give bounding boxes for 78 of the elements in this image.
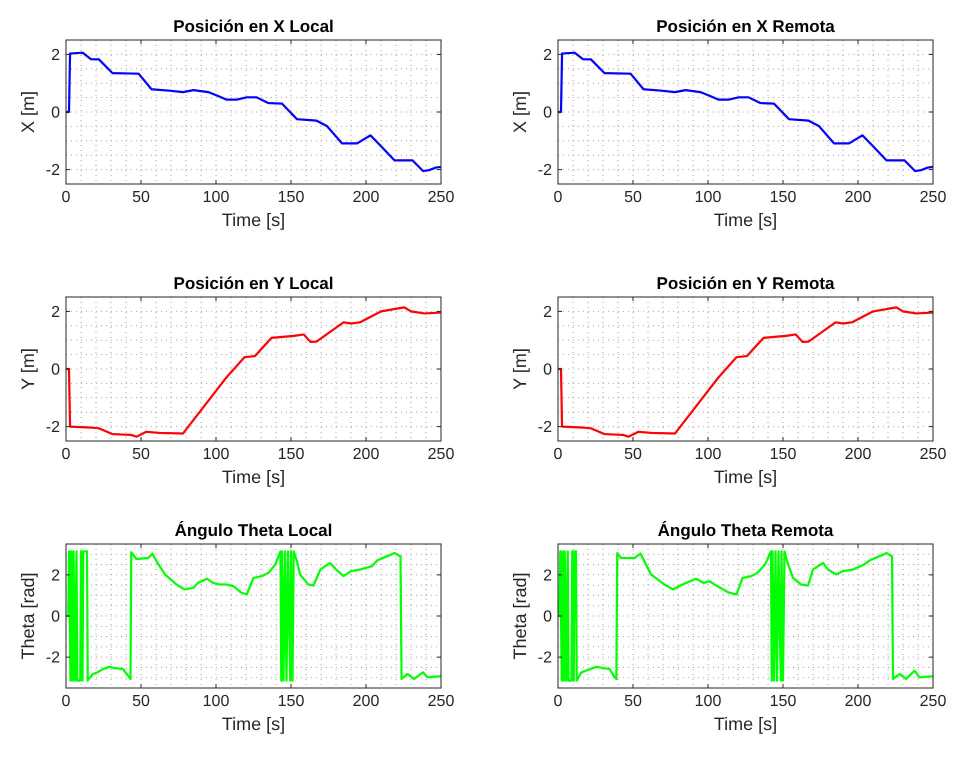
y-axis-title: X [m] [18, 90, 38, 134]
x-tick-label: 200 [844, 446, 872, 463]
y-tick-label: 2 [543, 46, 552, 64]
y-tick-label: 0 [51, 608, 60, 626]
y-axis-title: X [m] [510, 90, 530, 134]
y-axis-title: Y [m] [18, 348, 38, 390]
x-tick-label: 50 [624, 189, 642, 206]
y-tick-label: 2 [51, 304, 60, 321]
y-tick-label: -2 [46, 162, 60, 180]
y-tick-label: -2 [46, 419, 60, 436]
chart-title: Posición en Y Remota [656, 274, 836, 293]
x-tick-label: 0 [62, 189, 71, 206]
y-tick-label: -2 [46, 650, 60, 667]
x-axis-title: Time [s] [714, 467, 778, 487]
x-tick-label: 100 [202, 189, 230, 206]
line-series [558, 550, 933, 682]
y-tick-label: 2 [543, 304, 552, 321]
y-tick-label: 0 [543, 104, 552, 122]
chart-title: Ángulo Theta Local [174, 520, 332, 540]
line-series [66, 306, 441, 438]
line-series [558, 306, 933, 438]
x-tick-label: 150 [770, 693, 796, 710]
x-tick-label: 0 [554, 446, 563, 463]
x-tick-label: 0 [554, 189, 563, 206]
x-axis-title: Time [s] [714, 714, 778, 734]
y-tick-label: 2 [51, 46, 60, 64]
x-tick-label: 150 [278, 446, 304, 463]
x-axis-title: Time [s] [222, 467, 286, 487]
y-tick-label: 0 [51, 104, 60, 122]
x-tick-label: 50 [624, 693, 642, 710]
chart-title: Ángulo Theta Remota [658, 520, 834, 540]
y-tick-label: -2 [538, 650, 552, 667]
x-tick-label: 50 [132, 446, 150, 463]
x-tick-label: 100 [694, 189, 722, 206]
x-tick-label: 250 [428, 693, 454, 710]
x-tick-label: 100 [202, 446, 230, 463]
x-tick-label: 50 [624, 446, 642, 463]
x-tick-label: 250 [920, 446, 946, 463]
x-tick-label: 150 [278, 693, 304, 710]
x-axis-title: Time [s] [714, 210, 778, 230]
x-axis-title: Time [s] [222, 714, 286, 734]
y-tick-label: 0 [51, 362, 60, 378]
x-tick-label: 200 [352, 189, 380, 206]
y-axis-title: Theta [rad] [510, 572, 530, 660]
y-tick-label: 2 [543, 567, 552, 584]
x-tick-label: 100 [202, 693, 230, 710]
x-tick-label: 250 [920, 189, 946, 206]
x-tick-label: 250 [920, 693, 946, 710]
x-axis-title: Time [s] [222, 210, 286, 230]
y-tick-label: -2 [538, 419, 552, 436]
x-tick-label: 200 [352, 693, 380, 710]
x-tick-label: 150 [278, 189, 304, 206]
line-series [66, 550, 441, 682]
x-tick-label: 100 [694, 693, 722, 710]
x-tick-label: 0 [62, 693, 71, 710]
chart-title: Posición en Y Local [174, 274, 334, 293]
y-tick-label: 2 [51, 567, 60, 584]
x-tick-label: 150 [770, 189, 796, 206]
x-tick-label: 250 [428, 189, 454, 206]
x-tick-label: 200 [844, 189, 872, 206]
x-tick-label: 0 [554, 693, 563, 710]
chart-title: Posición en X Local [173, 17, 334, 36]
x-tick-label: 50 [132, 189, 150, 206]
line-series [66, 52, 441, 172]
chart-title: Posición en X Remota [656, 17, 836, 36]
x-tick-label: 50 [132, 693, 150, 710]
x-tick-label: 150 [770, 446, 796, 463]
x-tick-label: 200 [352, 446, 380, 463]
y-axis-title: Y [m] [510, 348, 530, 390]
y-axis-title: Theta [rad] [18, 572, 38, 660]
x-tick-label: 200 [844, 693, 872, 710]
y-tick-label: 0 [543, 608, 552, 626]
x-tick-label: 250 [428, 446, 454, 463]
x-tick-label: 100 [694, 446, 722, 463]
x-tick-label: 0 [62, 446, 71, 463]
line-series [558, 52, 933, 172]
y-tick-label: -2 [538, 162, 552, 180]
y-tick-label: 0 [543, 362, 552, 378]
